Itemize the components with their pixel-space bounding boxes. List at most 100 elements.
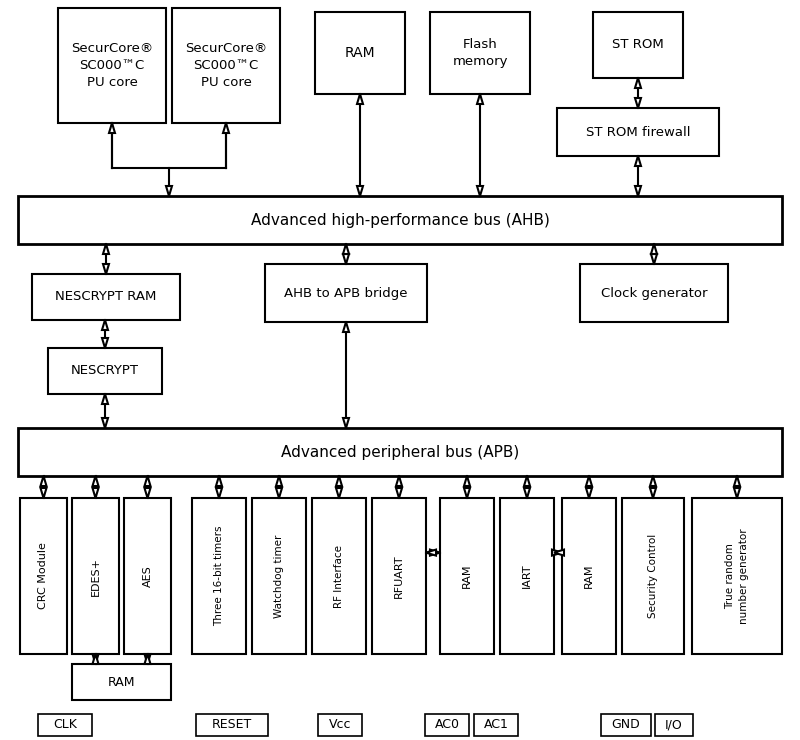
- Bar: [655, 714, 693, 736]
- Polygon shape: [464, 488, 470, 498]
- Polygon shape: [93, 488, 98, 498]
- Polygon shape: [166, 186, 172, 196]
- Bar: [440, 498, 494, 654]
- Polygon shape: [464, 476, 470, 486]
- Polygon shape: [336, 476, 342, 486]
- Bar: [32, 274, 180, 320]
- Bar: [265, 264, 427, 322]
- Text: Advanced high-performance bus (AHB): Advanced high-performance bus (AHB): [250, 212, 550, 227]
- Polygon shape: [276, 488, 282, 498]
- Bar: [315, 12, 405, 94]
- Bar: [622, 498, 684, 654]
- Polygon shape: [650, 488, 656, 498]
- Text: True random
number generator: True random number generator: [726, 528, 749, 624]
- Bar: [58, 8, 166, 123]
- Bar: [172, 8, 280, 123]
- Text: RFUART: RFUART: [394, 554, 404, 598]
- Polygon shape: [276, 476, 282, 486]
- Text: RAM: RAM: [108, 676, 135, 688]
- Polygon shape: [524, 476, 530, 486]
- Polygon shape: [552, 550, 562, 556]
- Bar: [18, 196, 782, 244]
- Text: AC0: AC0: [434, 719, 459, 732]
- Bar: [425, 714, 469, 736]
- Polygon shape: [635, 156, 641, 166]
- Text: AES: AES: [142, 565, 153, 587]
- Polygon shape: [357, 94, 363, 104]
- Polygon shape: [524, 488, 530, 498]
- Bar: [38, 714, 92, 736]
- Polygon shape: [41, 476, 46, 486]
- Polygon shape: [477, 186, 483, 196]
- Text: SecurCore®
SC000™C
PU core: SecurCore® SC000™C PU core: [71, 42, 153, 89]
- Bar: [593, 12, 683, 78]
- Polygon shape: [336, 488, 342, 498]
- Text: AHB to APB bridge: AHB to APB bridge: [284, 286, 408, 300]
- Text: ST ROM firewall: ST ROM firewall: [586, 126, 690, 138]
- Text: Clock generator: Clock generator: [601, 286, 707, 300]
- Bar: [192, 498, 246, 654]
- Text: RAM: RAM: [584, 564, 594, 588]
- Polygon shape: [343, 418, 349, 428]
- Text: Vcc: Vcc: [329, 719, 351, 732]
- Polygon shape: [396, 476, 402, 486]
- Text: Watchdog timer: Watchdog timer: [274, 534, 284, 618]
- Polygon shape: [426, 550, 436, 556]
- Bar: [557, 108, 719, 156]
- Bar: [318, 714, 362, 736]
- Text: Three 16-bit timers: Three 16-bit timers: [214, 525, 224, 626]
- Bar: [124, 498, 171, 654]
- Bar: [196, 714, 268, 736]
- Polygon shape: [41, 488, 46, 498]
- Polygon shape: [103, 264, 109, 274]
- Polygon shape: [343, 244, 349, 254]
- Text: Security Control: Security Control: [648, 534, 658, 618]
- Polygon shape: [102, 338, 108, 348]
- Polygon shape: [554, 550, 564, 556]
- Polygon shape: [586, 476, 592, 486]
- Bar: [372, 498, 426, 654]
- Bar: [18, 428, 782, 476]
- Polygon shape: [343, 322, 349, 332]
- Polygon shape: [216, 476, 222, 486]
- Text: RAM: RAM: [345, 46, 375, 60]
- Bar: [580, 264, 728, 322]
- Polygon shape: [102, 320, 108, 330]
- Text: EDES+: EDES+: [90, 556, 101, 596]
- Text: IART: IART: [522, 564, 532, 588]
- Polygon shape: [477, 94, 483, 104]
- Polygon shape: [734, 476, 740, 486]
- Polygon shape: [102, 418, 108, 428]
- Polygon shape: [103, 244, 109, 254]
- Text: I/O: I/O: [665, 719, 683, 732]
- Polygon shape: [635, 98, 641, 108]
- Polygon shape: [651, 244, 657, 254]
- Text: CLK: CLK: [53, 719, 77, 732]
- Text: ST ROM: ST ROM: [612, 38, 664, 52]
- Polygon shape: [396, 488, 402, 498]
- Bar: [20, 498, 67, 654]
- Bar: [562, 498, 616, 654]
- Bar: [312, 498, 366, 654]
- Text: Advanced peripheral bus (APB): Advanced peripheral bus (APB): [281, 445, 519, 460]
- Polygon shape: [216, 488, 222, 498]
- Polygon shape: [635, 186, 641, 196]
- Text: RAM: RAM: [462, 564, 472, 588]
- Polygon shape: [734, 488, 740, 498]
- Text: GND: GND: [612, 719, 640, 732]
- Polygon shape: [93, 654, 98, 664]
- Bar: [601, 714, 651, 736]
- Polygon shape: [102, 394, 108, 404]
- Text: CRC Module: CRC Module: [38, 542, 49, 610]
- Polygon shape: [93, 654, 98, 664]
- Polygon shape: [635, 78, 641, 88]
- Bar: [500, 498, 554, 654]
- Polygon shape: [145, 476, 150, 486]
- Text: SecurCore®
SC000™C
PU core: SecurCore® SC000™C PU core: [185, 42, 267, 89]
- Text: RESET: RESET: [212, 719, 252, 732]
- Polygon shape: [650, 476, 656, 486]
- Polygon shape: [430, 550, 440, 556]
- Polygon shape: [109, 123, 115, 133]
- Polygon shape: [93, 476, 98, 486]
- Bar: [48, 348, 162, 394]
